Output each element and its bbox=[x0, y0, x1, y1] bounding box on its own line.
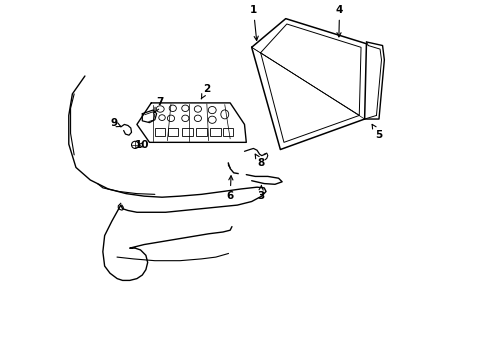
Text: 10: 10 bbox=[135, 140, 149, 150]
Text: 4: 4 bbox=[335, 5, 343, 37]
Text: 5: 5 bbox=[371, 124, 382, 140]
Text: 9: 9 bbox=[110, 118, 121, 128]
Text: 1: 1 bbox=[249, 5, 258, 40]
Text: 3: 3 bbox=[257, 185, 264, 201]
Text: 7: 7 bbox=[154, 97, 163, 112]
Bar bbox=[210, 128, 221, 135]
Bar bbox=[167, 128, 178, 135]
Bar bbox=[223, 128, 233, 135]
Text: 2: 2 bbox=[201, 84, 210, 99]
Text: 6: 6 bbox=[226, 176, 233, 201]
Text: 8: 8 bbox=[255, 154, 264, 168]
Bar bbox=[155, 128, 165, 135]
Bar bbox=[182, 128, 192, 135]
Bar bbox=[196, 128, 206, 135]
